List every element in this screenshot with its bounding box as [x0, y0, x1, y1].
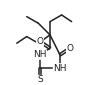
Text: NH: NH	[33, 50, 47, 59]
Text: NH: NH	[53, 64, 67, 73]
Text: O: O	[66, 44, 73, 53]
Text: O: O	[36, 37, 44, 46]
Text: S: S	[37, 75, 43, 84]
